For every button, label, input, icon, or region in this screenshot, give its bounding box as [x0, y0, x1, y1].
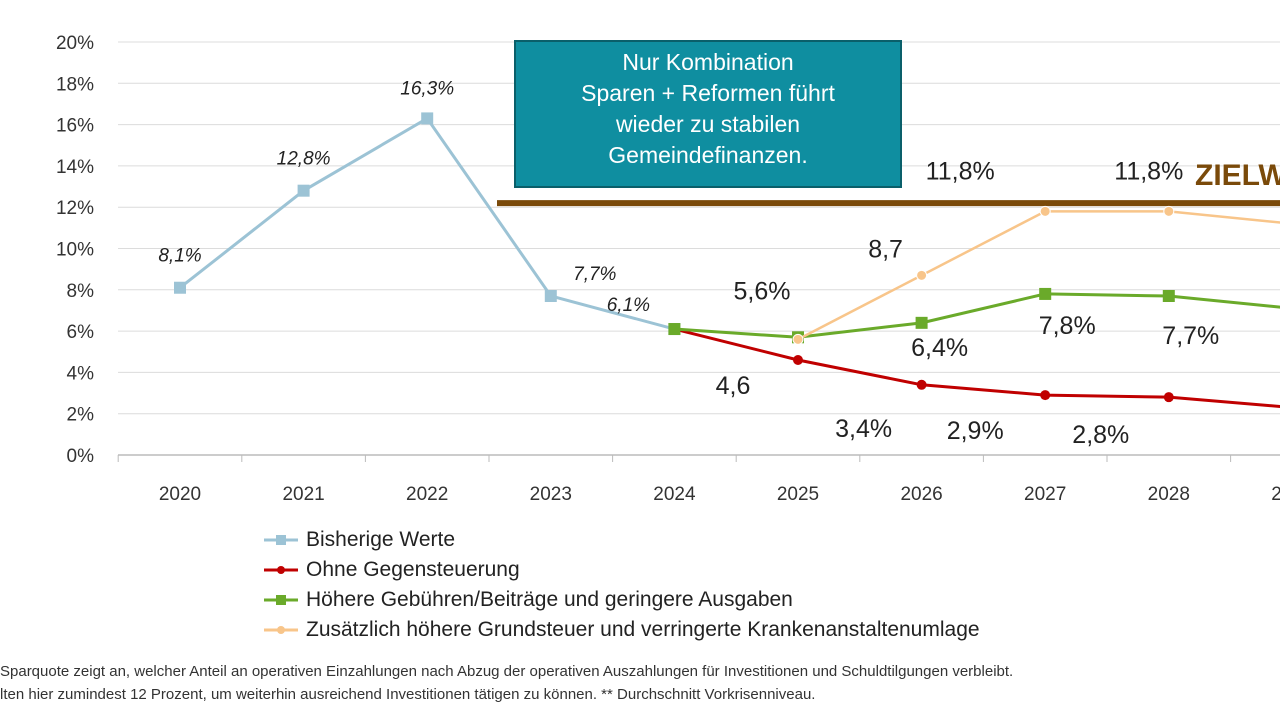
data-label: 11,8%	[926, 157, 995, 185]
data-label: 11,8%	[1114, 157, 1183, 185]
target-label: ZIELW	[1195, 159, 1280, 192]
data-point	[1162, 289, 1175, 302]
legend-label: Zusätzlich höhere Grundsteuer und verrin…	[306, 618, 980, 641]
legend-label: Bisherige Werte	[306, 528, 456, 551]
data-label: 3,4%	[835, 415, 892, 443]
data-point	[916, 269, 928, 281]
callout-line: Gemeindefinanzen.	[608, 142, 808, 168]
callout-box: Nur Kombination Sparen + Reformen führt …	[514, 40, 902, 188]
data-label: 7,8%	[1039, 312, 1096, 340]
y-tick-label: 0%	[67, 446, 95, 467]
data-point	[544, 289, 557, 302]
data-point	[421, 112, 434, 125]
x-tick-label: 2021	[282, 484, 324, 505]
y-tick-label: 16%	[56, 116, 94, 137]
x-tick-label: 2023	[530, 484, 572, 505]
x-tick-label: 2028	[1148, 484, 1190, 505]
legend-item: Höhere Gebühren/Beiträge und geringere A…	[264, 585, 980, 615]
callout-line: Sparen + Reformen führt	[581, 80, 835, 106]
legend-label: Höhere Gebühren/Beiträge und geringere A…	[306, 588, 793, 611]
data-label: 8,1%	[158, 246, 201, 267]
y-tick-label: 10%	[56, 240, 94, 261]
data-label: 2,8%	[1072, 421, 1129, 449]
data-point	[297, 184, 310, 197]
data-label: 2,9%	[947, 417, 1004, 445]
x-tick-label: 2026	[900, 484, 942, 505]
y-tick-label: 14%	[56, 157, 94, 178]
legend-marker-icon	[264, 595, 298, 605]
legend: Bisherige Werte Ohne Gegensteuerung Höhere…	[264, 525, 980, 645]
data-label: 16,3%	[400, 78, 454, 99]
y-tick-label: 6%	[67, 322, 95, 343]
footnote-line: lten hier zumindest 12 Prozent, um weite…	[0, 686, 816, 703]
y-tick-label: 20%	[56, 33, 94, 54]
x-tick-label: 2024	[653, 484, 696, 505]
y-tick-label: 4%	[67, 363, 95, 384]
series-line	[674, 327, 1280, 408]
data-label: 5,6%	[734, 277, 791, 305]
footnote: Sparquote zeigt an, welcher Anteil an op…	[0, 660, 1013, 706]
legend-item: Ohne Gegensteuerung	[264, 555, 980, 585]
data-point	[1163, 392, 1174, 403]
x-tick-label: 2020	[159, 484, 201, 505]
data-point	[792, 333, 804, 345]
data-point	[915, 316, 928, 329]
y-tick-label: 12%	[56, 198, 94, 219]
x-tick-label: 2029	[1271, 484, 1280, 505]
callout-line: wieder zu stabilen	[615, 111, 801, 137]
legend-item: Bisherige Werte	[264, 525, 980, 555]
data-point	[668, 323, 681, 336]
legend-marker-icon	[264, 535, 298, 545]
footnote-line: Sparquote zeigt an, welcher Anteil an op…	[0, 663, 1014, 680]
legend-marker-icon	[264, 566, 298, 574]
y-tick-label: 18%	[56, 74, 94, 95]
legend-label: Ohne Gegensteuerung	[306, 558, 520, 581]
y-tick-label: 2%	[67, 405, 95, 426]
data-label: 8,7	[868, 235, 903, 263]
x-tick-label: 2022	[406, 484, 448, 505]
data-label: 7,7%	[573, 264, 616, 285]
legend-marker-icon	[264, 626, 298, 634]
data-label: 4,6	[716, 372, 751, 400]
x-tick-label: 2025	[777, 484, 819, 505]
y-tick-label: 8%	[67, 281, 95, 302]
data-label: 7,7%	[1162, 322, 1219, 350]
data-label: 6,1%	[607, 295, 650, 316]
x-tick-label: 2027	[1024, 484, 1066, 505]
callout-line: Nur Kombination	[622, 49, 794, 75]
legend-item: Zusätzlich höhere Grundsteuer und verrin…	[264, 615, 980, 645]
data-point	[1039, 287, 1052, 300]
data-point	[916, 379, 927, 390]
data-label: 12,8%	[277, 149, 331, 170]
data-label: 6,4%	[911, 334, 968, 362]
series-line	[674, 292, 1280, 339]
data-point	[1040, 390, 1051, 401]
data-point	[174, 281, 186, 294]
data-point	[1039, 205, 1051, 217]
data-point	[1163, 205, 1175, 217]
data-point	[793, 355, 803, 366]
